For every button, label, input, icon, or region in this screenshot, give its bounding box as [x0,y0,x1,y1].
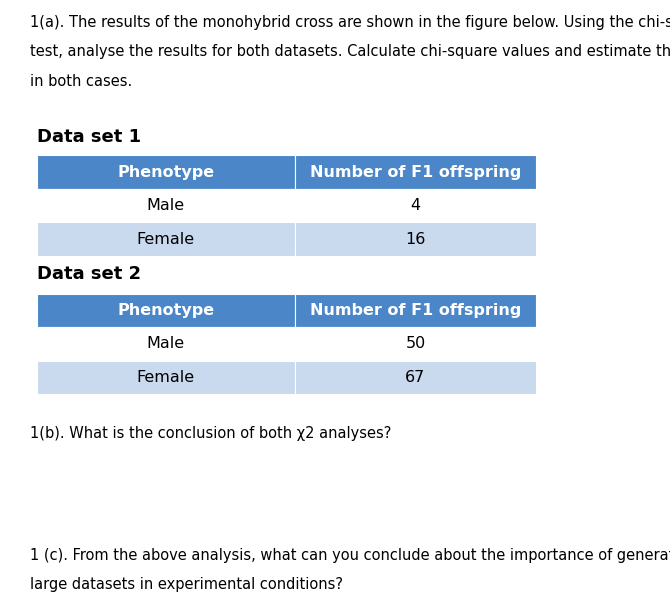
Text: 4: 4 [410,198,421,213]
Text: Phenotype: Phenotype [117,164,214,180]
Bar [295,294,536,327]
Bar [37,189,295,222]
Bar [37,222,295,256]
Text: 16: 16 [405,231,425,247]
Text: Number of F1 offspring: Number of F1 offspring [310,164,521,180]
Text: 1 (c). From the above analysis, what can you conclude about the importance of ge: 1 (c). From the above analysis, what can… [30,548,670,563]
Text: Phenotype: Phenotype [117,303,214,318]
Text: Male: Male [147,336,185,351]
Text: in both cases.: in both cases. [30,74,133,89]
Text: Female: Female [137,231,195,247]
Text: Male: Male [147,198,185,213]
Bar [37,361,295,394]
Bar [295,222,536,256]
Text: 1(a). The results of the monohybrid cross are shown in the figure below. Using t: 1(a). The results of the monohybrid cros… [30,15,670,30]
Text: Data set 2: Data set 2 [37,265,141,283]
Text: Number of F1 offspring: Number of F1 offspring [310,303,521,318]
Bar [295,155,536,189]
Text: large datasets in experimental conditions?: large datasets in experimental condition… [30,577,343,593]
Text: Female: Female [137,370,195,385]
Bar [37,327,295,361]
Text: 1(b). What is the conclusion of both χ2 analyses?: 1(b). What is the conclusion of both χ2 … [30,426,391,442]
Text: 50: 50 [405,336,425,351]
Text: test, analyse the results for both datasets. Calculate chi-square values and est: test, analyse the results for both datas… [30,44,670,60]
Bar [295,361,536,394]
Bar [37,155,295,189]
Text: 67: 67 [405,370,425,385]
Bar [295,327,536,361]
Bar [37,294,295,327]
Bar [295,189,536,222]
Text: Data set 1: Data set 1 [37,128,141,146]
